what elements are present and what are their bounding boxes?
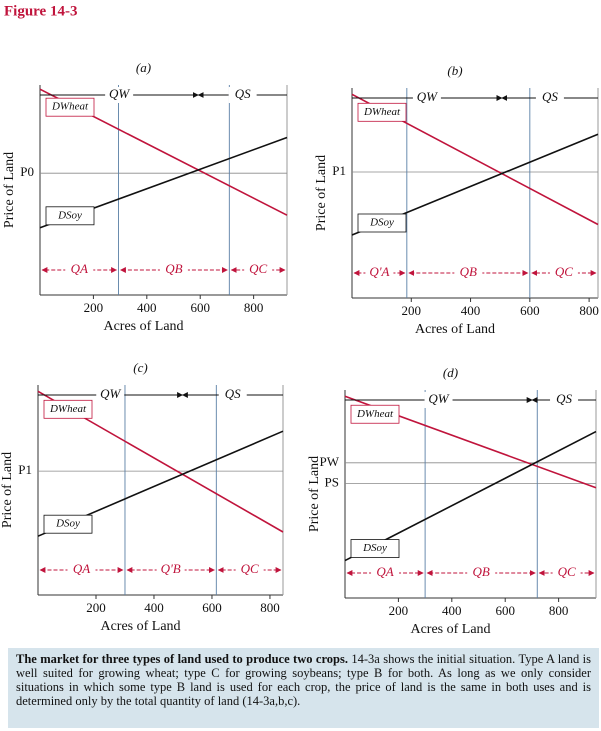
y-tick-label: P1	[18, 462, 32, 477]
caption: The market for three types of land used …	[8, 648, 599, 728]
legend-label: DSoy	[57, 209, 82, 221]
y-tick-label: P1	[332, 163, 346, 178]
y-axis-label: Price of Land	[0, 452, 15, 528]
x-axis-label: Acres of Land	[103, 319, 183, 334]
quantity-label: QS	[235, 86, 251, 101]
region-label: QA	[71, 261, 88, 276]
legend-label: DWheat	[356, 408, 394, 420]
quantity-label: QS	[542, 89, 558, 104]
x-tick-label: 600	[202, 600, 222, 615]
y-axis-label: Price of Land	[2, 152, 17, 228]
label-bg	[371, 565, 400, 581]
x-tick-label: 200	[402, 303, 422, 318]
label-bg	[105, 87, 134, 103]
label-bg	[549, 265, 578, 281]
region-label: QC	[249, 261, 267, 276]
x-tick-label: 400	[442, 603, 462, 618]
caption-text: 14-3a shows the initial situation. Type …	[16, 652, 592, 708]
label-bg	[67, 562, 96, 578]
x-tick-label: 600	[190, 300, 210, 315]
panel-label: (d)	[443, 365, 458, 380]
quantity-label: QS	[556, 391, 572, 406]
label-bg	[156, 562, 185, 578]
region-label: QA	[73, 561, 90, 576]
legend-box	[43, 399, 93, 419]
label-bg	[412, 90, 441, 106]
label-bg	[467, 565, 496, 581]
legend-label: DWheat	[49, 403, 87, 415]
legend-label: DSoy	[55, 518, 80, 530]
label-bg	[365, 265, 394, 281]
region-label: QB	[460, 264, 477, 279]
region-label: QC	[241, 561, 259, 576]
quantity-label: QS	[225, 386, 241, 401]
legend-box	[43, 514, 93, 534]
y-tick-label: P0	[20, 164, 34, 179]
y-axis-label: Price of Land	[314, 155, 329, 231]
legend-box	[357, 102, 407, 122]
legend-box	[45, 206, 95, 226]
legend-label: DWheat	[363, 106, 401, 118]
label-bg	[65, 262, 94, 278]
legend-label: DWheat	[51, 101, 89, 113]
x-tick-label: 400	[144, 600, 164, 615]
caption-title: The market for three types of land used …	[16, 652, 348, 666]
region-label: QB	[165, 261, 182, 276]
x-tick-label: 800	[549, 603, 569, 618]
y-tick-label: PW	[320, 454, 340, 469]
x-axis-label: Acres of Land	[100, 619, 180, 634]
panel-label: (b)	[447, 63, 462, 78]
x-tick-label: 400	[137, 300, 157, 315]
x-tick-label: 200	[86, 600, 106, 615]
x-tick-label: 600	[520, 303, 540, 318]
legend-box	[350, 539, 400, 558]
x-tick-label: 800	[244, 300, 264, 315]
y-tick-label: PS	[325, 475, 339, 490]
region-label: QC	[558, 564, 576, 579]
x-tick-label: 200	[389, 603, 409, 618]
label-bg	[218, 387, 247, 403]
quantity-label: QW	[100, 386, 121, 401]
label-bg	[535, 90, 564, 106]
quantity-label: QW	[109, 86, 130, 101]
quantity-label: QW	[417, 89, 438, 104]
region-label: QB	[473, 564, 490, 579]
legend-box	[350, 404, 400, 424]
region-label: Q'A	[369, 264, 389, 279]
label-bg	[550, 392, 579, 408]
y-axis-label: Price of Land	[307, 456, 322, 532]
figure-title: Figure 14-3	[4, 3, 77, 19]
legend-label: DSoy	[369, 217, 394, 229]
label-bg	[228, 87, 257, 103]
label-bg	[159, 262, 188, 278]
region-label: QC	[555, 264, 573, 279]
label-bg	[96, 387, 125, 403]
x-tick-label: 600	[495, 603, 515, 618]
x-axis-label: Acres of Land	[415, 322, 495, 337]
label-bg	[424, 392, 453, 408]
legend-box	[357, 213, 407, 233]
panel-label: (a)	[136, 60, 151, 75]
legend-box	[45, 97, 95, 117]
legend-label: DSoy	[362, 542, 387, 554]
x-tick-label: 400	[461, 303, 481, 318]
demand-line	[344, 430, 597, 562]
region-label: Q'B	[161, 561, 181, 576]
x-tick-label: 800	[260, 600, 280, 615]
figure: Figure 14-3 (a) Acres of Land Price of Lan…	[0, 3, 599, 637]
x-tick-label: 800	[579, 303, 599, 318]
label-bg	[552, 565, 581, 581]
label-bg	[244, 262, 273, 278]
label-bg	[454, 265, 483, 281]
region-label: QA	[376, 564, 393, 579]
x-tick-label: 200	[84, 300, 104, 315]
quantity-label: QW	[428, 391, 449, 406]
panel-label: (c)	[133, 360, 147, 375]
x-axis-label: Acres of Land	[410, 622, 490, 637]
label-bg	[235, 562, 264, 578]
